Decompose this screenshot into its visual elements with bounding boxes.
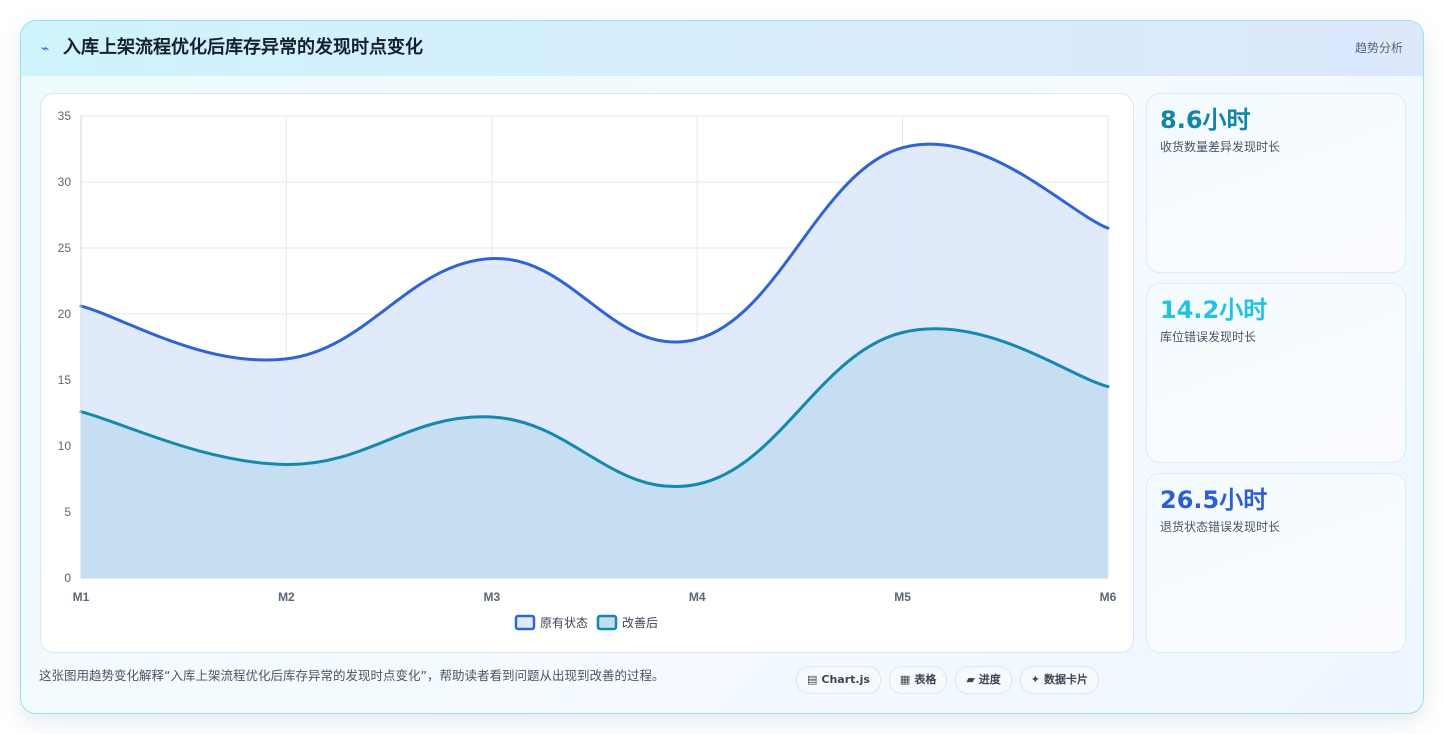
- chip-label: 表格: [914, 673, 937, 686]
- chip-progress[interactable]: ▰ 进度: [955, 666, 1012, 694]
- chart-panel: 0 5 10 15 20 25 30 35 M1 M2 M3 M4 M5 M6 原有状态 改善后: [40, 93, 1134, 653]
- legend-label: 改善后: [622, 615, 658, 630]
- sparkle-icon: ✦: [1030, 673, 1041, 686]
- table-icon: ▦: [899, 673, 911, 686]
- lightning-icon: ⌁: [41, 41, 50, 57]
- chip-chartjs[interactable]: ▤ Chart.js: [796, 666, 881, 694]
- page-title: 入库上架流程优化后库存异常的发现时点变化: [63, 37, 423, 58]
- x-tick-label: M5: [894, 590, 911, 604]
- x-tick-label: M3: [483, 590, 500, 604]
- x-tick-label: M6: [1100, 590, 1117, 604]
- series-line: [79, 142, 1110, 362]
- y-tick-label: 0: [64, 571, 71, 585]
- series-line: [79, 327, 1110, 488]
- stat-label: 库位错误发现时长: [1160, 330, 1257, 344]
- series-area: [81, 328, 1108, 578]
- chip-label: Chart.js: [821, 673, 870, 686]
- x-tick-label: M4: [689, 590, 706, 604]
- legend-swatch: [596, 614, 618, 631]
- chip-label: 进度: [978, 673, 1001, 686]
- area-chart: 0 5 10 15 20 25 30 35 M1 M2 M3 M4 M5 M6 原有状态 改善后: [58, 109, 1117, 631]
- y-tick-label: 30: [58, 175, 72, 189]
- progress-icon: ▰: [966, 673, 975, 686]
- stat-value: 26.5小时: [1160, 486, 1268, 514]
- header-badge: 趋势分析: [1354, 41, 1403, 55]
- y-tick-label: 5: [64, 505, 71, 519]
- legend-swatch: [514, 614, 536, 631]
- stat-label: 退货状态错误发现时长: [1160, 520, 1281, 534]
- chip-data-cards[interactable]: ✦ 数据卡片: [1019, 666, 1100, 694]
- x-tick-label: M2: [278, 590, 295, 604]
- chart-icon: ▤: [807, 673, 818, 686]
- dashboard-card: ⌁ 入库上架流程优化后库存异常的发现时点变化 趋势分析 0 5 10 15 20 25 30…: [20, 20, 1424, 714]
- y-tick-label: 20: [58, 307, 72, 321]
- stat-value: 14.2小时: [1160, 296, 1268, 324]
- stat-value: 8.6小时: [1160, 106, 1251, 134]
- chip-row: ▤ Chart.js ▦ 表格 ▰ 进度 ✦ 数据卡片: [796, 666, 1100, 694]
- y-tick-label: 25: [58, 241, 72, 255]
- y-tick-label: 15: [58, 373, 72, 387]
- stat-card-returns: 26.5小时 退货状态错误发现时长: [1146, 473, 1406, 653]
- y-tick-label: 35: [58, 109, 72, 123]
- legend-label: 原有状态: [540, 616, 588, 630]
- stat-card-receiving: 8.6小时 收货数量差异发现时长: [1146, 93, 1406, 273]
- stat-card-location: 14.2小时 库位错误发现时长: [1146, 283, 1406, 463]
- stat-label: 收货数量差异发现时长: [1160, 140, 1281, 154]
- y-tick-label: 10: [58, 439, 72, 453]
- x-tick-label: M1: [73, 590, 90, 604]
- chip-label: 数据卡片: [1044, 673, 1089, 686]
- chart-description: 这张图用趋势变化解释“入库上架流程优化后库存异常的发现时点变化”，帮助读者看到问…: [39, 668, 665, 683]
- chip-table[interactable]: ▦ 表格: [888, 666, 948, 694]
- card-header: ⌁ 入库上架流程优化后库存异常的发现时点变化 趋势分析: [21, 21, 1423, 76]
